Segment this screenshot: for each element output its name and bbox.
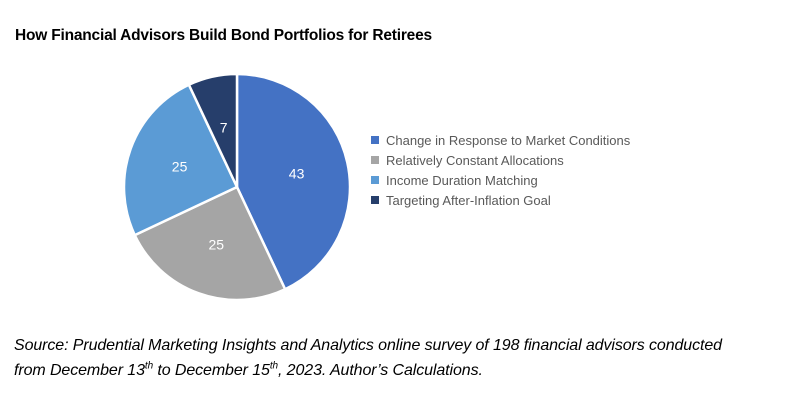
pie-chart: 43 25 25 7 [122,72,352,302]
legend-label: Targeting After-Inflation Goal [386,192,551,208]
legend-marker-icon [371,156,379,164]
source-text: to December 15 [153,362,270,379]
pie-data-label: 25 [209,236,225,252]
legend-marker-icon [371,136,379,144]
legend-label: Relatively Constant Allocations [386,152,564,168]
legend-item-constant-allocations: Relatively Constant Allocations [371,150,630,170]
pie-slice [122,83,239,237]
pie-data-label: 43 [289,166,305,182]
chart-title: How Financial Advisors Build Bond Portfo… [15,27,432,44]
ordinal-superscript: th [144,360,154,372]
pie-slice [187,72,239,189]
legend-item-income-duration: Income Duration Matching [371,170,630,190]
pie-slice [235,72,352,291]
source-line-1: Source: Prudential Marketing Insights an… [14,337,722,354]
source-note: Source: Prudential Marketing Insights an… [14,333,794,383]
legend: Change in Response to Market Conditions … [371,130,630,210]
legend-marker-icon [371,196,379,204]
pie-data-label: 7 [220,119,228,135]
legend-item-market-conditions: Change in Response to Market Conditions [371,130,630,150]
legend-label: Change in Response to Market Conditions [386,132,631,148]
source-text: from December 13 [14,362,145,379]
legend-marker-icon [371,176,379,184]
legend-item-after-inflation-goal: Targeting After-Inflation Goal [371,190,630,210]
pie-slice [133,185,287,302]
legend-label: Income Duration Matching [386,172,538,188]
source-text: , 2023. Author’s Calculations. [277,362,483,379]
pie-data-label: 25 [172,158,188,174]
source-line-2: from December 13th to December 15th, 202… [14,358,794,383]
ordinal-superscript: th [269,360,278,372]
